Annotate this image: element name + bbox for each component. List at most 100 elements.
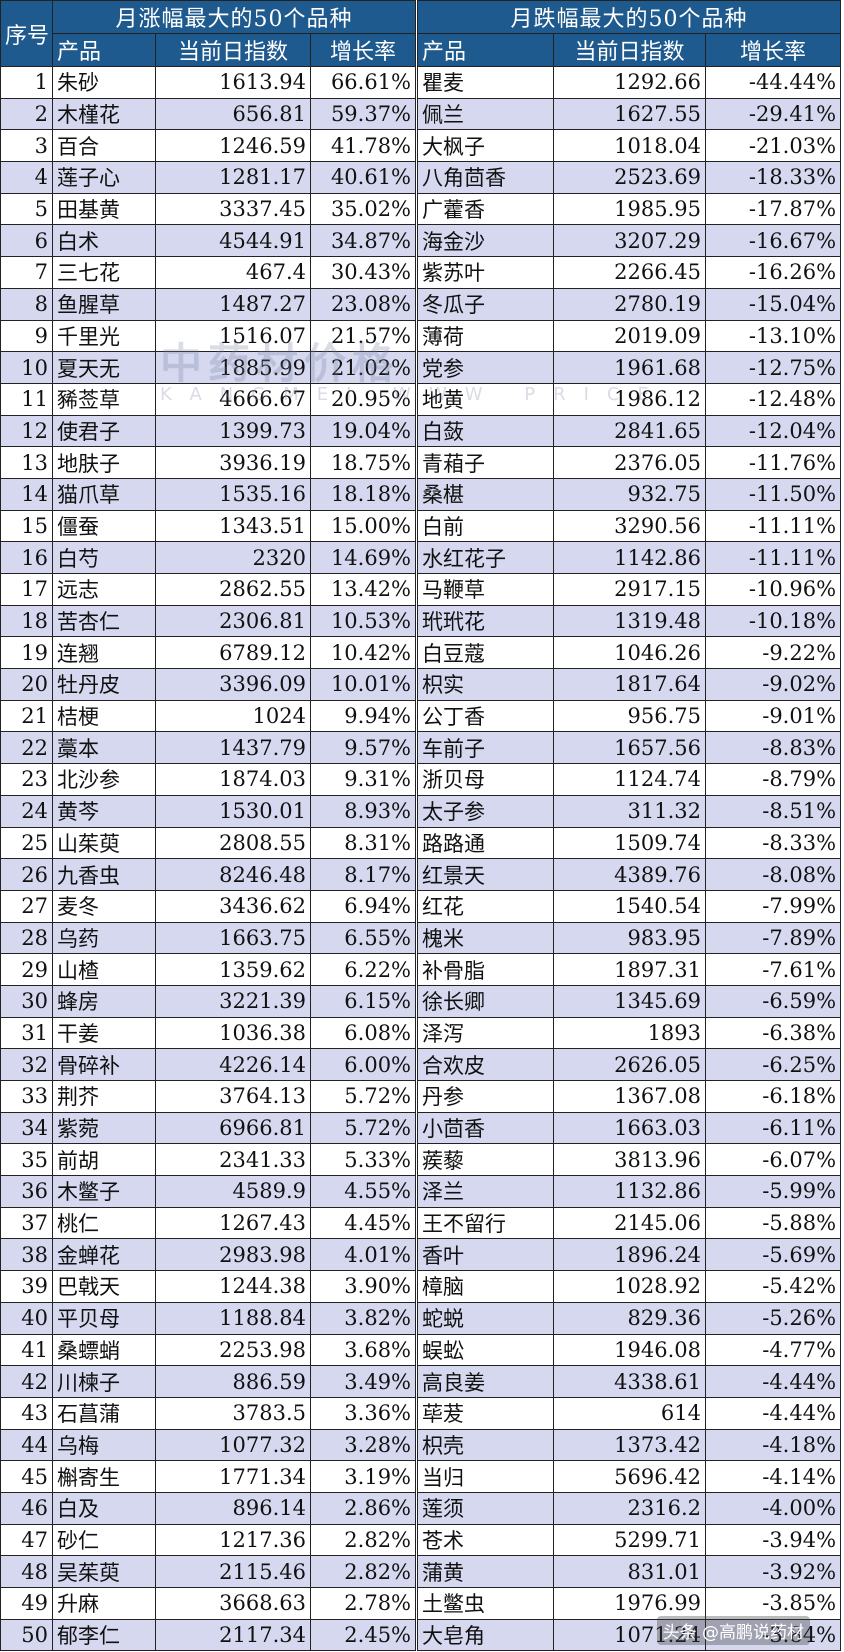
rise-current-index: 1036.38 xyxy=(155,1016,311,1050)
fall-product-name: 佩兰 xyxy=(415,97,555,131)
table-row: 33 荆芥 3764.13 5.72% 丹参 1367.08 -6.18% xyxy=(0,1080,842,1113)
fall-current-index: 983.95 xyxy=(553,921,707,955)
table-row: 34 紫菀 6966.81 5.72% 小茴香 1663.03 -6.11% xyxy=(0,1111,842,1145)
row-number: 47 xyxy=(0,1523,53,1557)
fall-product-name: 白豆蔻 xyxy=(415,636,555,670)
table-row: 30 蜂房 3221.39 6.15% 徐长卿 1345.69 -6.59% xyxy=(0,984,842,1018)
rise-growth-rate: 3.19% xyxy=(309,1460,418,1493)
rise-growth-rate: 5.33% xyxy=(309,1143,418,1177)
row-number: 9 xyxy=(0,319,53,353)
row-number: 33 xyxy=(0,1080,53,1113)
row-number: 18 xyxy=(0,604,53,638)
fall-growth-rate: -21.03% xyxy=(705,129,842,163)
rise-current-index: 1267.43 xyxy=(155,1206,311,1240)
fall-growth-rate: -11.76% xyxy=(705,446,842,479)
rise-product-name: 砂仁 xyxy=(52,1523,156,1557)
rise-current-index: 1530.01 xyxy=(155,794,311,828)
rise-growth-rate: 4.55% xyxy=(309,1175,418,1208)
table-row: 5 田基黄 3337.45 35.02% 广藿香 1985.95 -17.87% xyxy=(0,192,842,226)
rise-growth-rate: 8.31% xyxy=(309,826,418,860)
rise-current-index: 3783.5 xyxy=(155,1396,311,1430)
source-credit: 头条 @高鹏说药材 xyxy=(656,1616,810,1645)
rise-current-index: 3396.09 xyxy=(155,668,311,701)
fall-product-name: 樟脑 xyxy=(415,1270,555,1303)
fall-product-name: 蛇蜕 xyxy=(415,1301,555,1335)
rise-product-name: 桔梗 xyxy=(52,699,156,733)
fall-growth-rate: -9.02% xyxy=(705,668,842,701)
rise-growth-rate: 2.86% xyxy=(309,1491,418,1525)
rise-growth-rate: 21.57% xyxy=(309,319,418,353)
row-number: 21 xyxy=(0,699,53,733)
fall-current-index: 5696.42 xyxy=(553,1460,707,1493)
rise-current-index: 4666.67 xyxy=(155,382,311,416)
row-number: 15 xyxy=(0,509,53,543)
table-row: 36 木鳖子 4589.9 4.55% 泽兰 1132.86 -5.99% xyxy=(0,1175,842,1208)
fall-product-name: 荜茇 xyxy=(415,1396,555,1430)
row-number: 35 xyxy=(0,1143,53,1177)
fall-current-index: 1018.04 xyxy=(553,129,707,163)
rise-growth-rate: 66.61% xyxy=(309,66,418,99)
table-row: 24 黄芩 1530.01 8.93% 太子参 311.32 -8.51% xyxy=(0,794,842,828)
row-number: 37 xyxy=(0,1206,53,1240)
table-row: 29 山楂 1359.62 6.22% 补骨脂 1897.31 -7.61% xyxy=(0,953,842,986)
rise-growth-rate: 6.15% xyxy=(309,984,418,1018)
fall-product-name: 红花 xyxy=(415,889,555,923)
fall-current-index: 2266.45 xyxy=(553,256,707,289)
table-row: 7 三七花 467.4 30.43% 紫苏叶 2266.45 -16.26% xyxy=(0,256,842,289)
fall-product-name: 青葙子 xyxy=(415,446,555,479)
fall-product-name: 蒺藜 xyxy=(415,1143,555,1177)
rise-product-name: 夏天无 xyxy=(52,351,156,384)
fall-growth-rate: -9.01% xyxy=(705,699,842,733)
rise-current-index: 3764.13 xyxy=(155,1080,311,1113)
rise-growth-rate: 3.68% xyxy=(309,1333,418,1367)
rise-product-name: 远志 xyxy=(52,573,156,606)
rise-product-name: 紫菀 xyxy=(52,1111,156,1145)
fall-product-name: 地黄 xyxy=(415,382,555,416)
table-row: 20 牡丹皮 3396.09 10.01% 枳实 1817.64 -9.02% xyxy=(0,668,842,701)
rise-product-name: 郁李仁 xyxy=(52,1618,156,1652)
rise-current-index: 467.4 xyxy=(155,256,311,289)
fall-growth-rate: -9.22% xyxy=(705,636,842,670)
table-row: 10 夏天无 1885.99 21.02% 党参 1961.68 -12.75% xyxy=(0,351,842,384)
rise-product-name: 白芍 xyxy=(52,541,156,574)
table-row: 39 巴戟天 1244.38 3.90% 樟脑 1028.92 -5.42% xyxy=(0,1270,842,1303)
rise-growth-rate: 18.18% xyxy=(309,477,418,511)
row-number: 46 xyxy=(0,1491,53,1525)
fall-product-name: 冬瓜子 xyxy=(415,287,555,321)
rise-product-name: 平贝母 xyxy=(52,1301,156,1335)
rise-product-name: 荆芥 xyxy=(52,1080,156,1113)
fall-product-name: 党参 xyxy=(415,351,555,384)
rise-product-name: 桑螵蛸 xyxy=(52,1333,156,1367)
rise-growth-rate: 21.02% xyxy=(309,351,418,384)
header-row-columns: 产品 当前日指数 增长率 产品 当前日指数 增长率 xyxy=(1,33,842,67)
row-number: 34 xyxy=(0,1111,53,1145)
fall-growth-rate: -3.85% xyxy=(705,1587,842,1620)
row-number: 41 xyxy=(0,1333,53,1367)
row-number: 19 xyxy=(0,636,53,670)
rise-product-name: 前胡 xyxy=(52,1143,156,1177)
rise-growth-rate: 2.82% xyxy=(309,1555,418,1588)
table-row: 19 连翘 6789.12 10.42% 白豆蔻 1046.26 -9.22% xyxy=(0,636,842,670)
fall-product-name: 公丁香 xyxy=(415,699,555,733)
fall-product-name: 车前子 xyxy=(415,731,555,765)
table-row: 15 僵蚕 1343.51 15.00% 白前 3290.56 -11.11% xyxy=(0,509,842,543)
rise-growth-rate: 2.78% xyxy=(309,1587,418,1620)
rise-product-name: 九香虫 xyxy=(52,858,156,891)
table-row: 4 莲子心 1281.17 40.61% 八角茴香 2523.69 -18.33% xyxy=(0,161,842,194)
rise-product-name: 金蝉花 xyxy=(52,1238,156,1272)
fall-current-index: 2780.19 xyxy=(553,287,707,321)
rise-product-header: 产品 xyxy=(52,33,156,67)
row-number: 7 xyxy=(0,256,53,289)
rise-group-title: 月涨幅最大的50个品种 xyxy=(51,0,418,34)
table-row: 17 远志 2862.55 13.42% 马鞭草 2917.15 -10.96% xyxy=(0,573,842,606)
fall-growth-rate: -11.11% xyxy=(705,541,842,574)
rise-growth-rate: 8.17% xyxy=(309,858,418,891)
fall-growth-rate: -4.14% xyxy=(705,1460,842,1493)
fall-growth-rate: -5.88% xyxy=(705,1206,842,1240)
fall-growth-rate: -6.11% xyxy=(705,1111,842,1145)
fall-growth-rate: -4.44% xyxy=(705,1365,842,1398)
fall-current-index: 1142.86 xyxy=(553,541,707,574)
rise-product-name: 使君子 xyxy=(52,414,156,448)
rise-growth-rate: 14.69% xyxy=(309,541,418,574)
fall-current-index: 1046.26 xyxy=(553,636,707,670)
